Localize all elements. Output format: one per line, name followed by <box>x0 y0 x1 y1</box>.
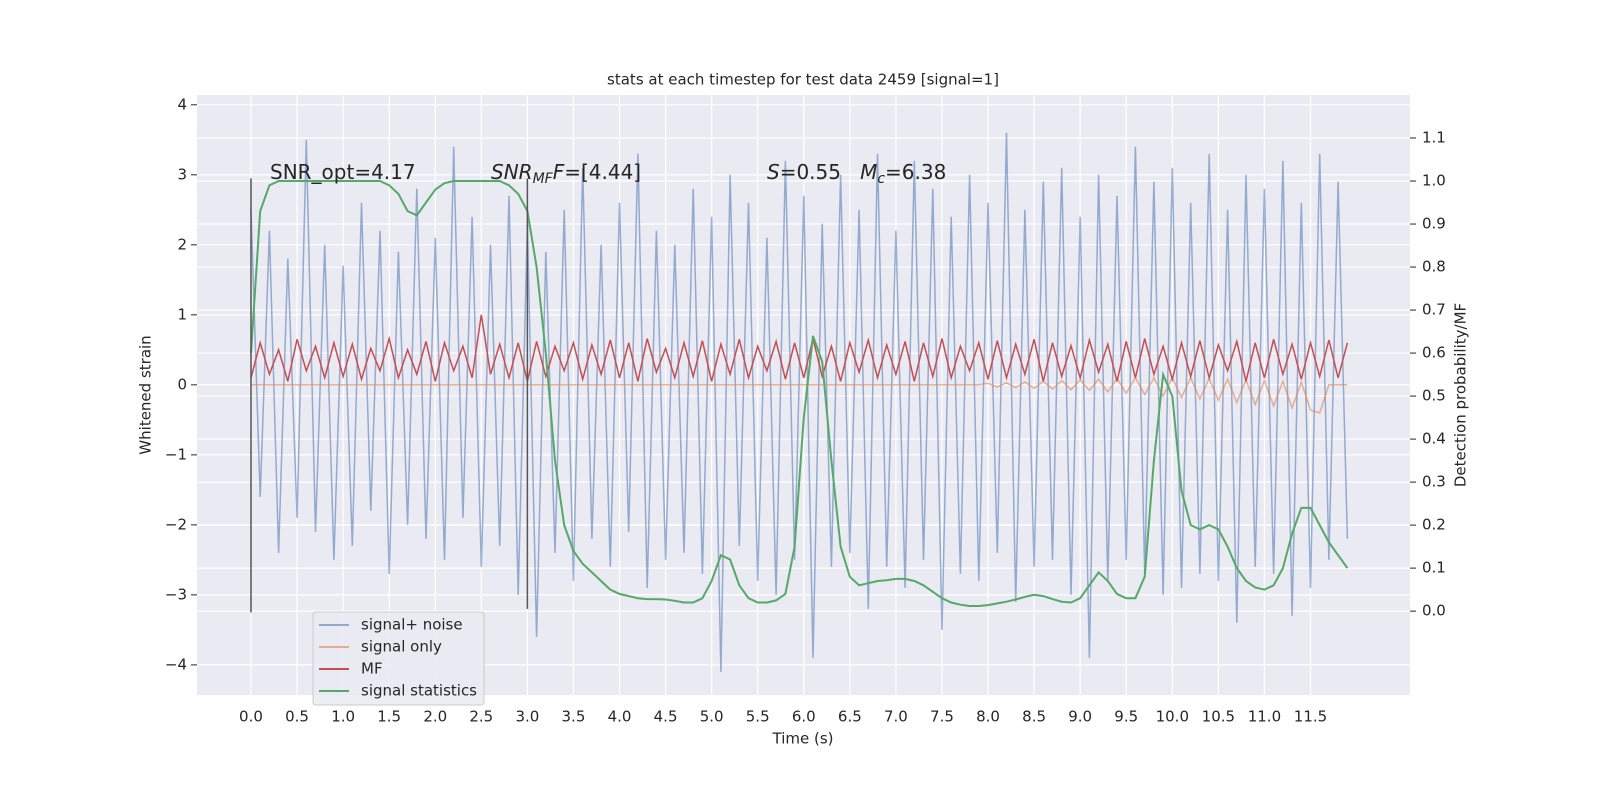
y-tick-label: 0 <box>177 375 187 393</box>
y2-tick-label: 0.9 <box>1422 215 1446 233</box>
y-tick-label: 2 <box>177 235 187 253</box>
legend-label: signal only <box>361 638 442 656</box>
annotation-part: c <box>877 171 885 187</box>
series-line <box>250 132 1349 672</box>
y2-axis-label: Detection probability/MF <box>1452 303 1470 487</box>
y2-tick-label: 0.1 <box>1422 559 1446 577</box>
x-tick-label: 4.0 <box>608 708 632 726</box>
y2-tick-label: 0.0 <box>1422 602 1446 620</box>
y2-tick-label: 0.4 <box>1422 430 1446 448</box>
axes: 0.0 0.5 1.0 1.5 2.0 2.5 3.0 3.5 4.0 4.5 5.0 5.5 6.0 6… <box>165 95 1446 725</box>
x-tick-label: 1.0 <box>331 708 355 726</box>
y2-tick-label: 0.3 <box>1422 473 1446 491</box>
series-line <box>250 314 1349 383</box>
x-tick-label: 8.5 <box>1022 708 1046 726</box>
y-tick-label: −1 <box>165 445 187 463</box>
annotation: S=0.55 Mc=6.38 <box>767 160 946 188</box>
y-tick-label: −2 <box>165 515 187 533</box>
x-tick-label: 1.5 <box>377 708 401 726</box>
legend-label: signal+ noise <box>361 616 463 634</box>
annotation-part: F <box>553 160 565 184</box>
x-tick-label: 4.5 <box>654 708 678 726</box>
annotation: SNRMFF=[4.44] <box>491 160 641 188</box>
annotation-part: MF <box>533 171 554 187</box>
y-tick-label: 4 <box>177 95 187 113</box>
legend: signal+ noise signal only MF signal statist… <box>312 611 485 706</box>
x-tick-label: 11.0 <box>1248 708 1281 726</box>
series-line <box>251 375 1348 414</box>
y2-tick-label: 1.1 <box>1422 129 1446 147</box>
y2-tick-label: 0.8 <box>1422 258 1446 276</box>
x-tick-label: 9.5 <box>1114 708 1138 726</box>
legend-label: signal statistics <box>361 682 477 700</box>
y-tick-label: 3 <box>177 165 187 183</box>
annotation-part: =6.38 <box>885 160 946 184</box>
plot: SNR_opt=4.17 SNRMFF=[4.44] S=0.55 Mc=6.38 <box>250 132 1349 672</box>
annotation-part: SNR <box>491 160 533 184</box>
x-tick-label: 10.0 <box>1156 708 1189 726</box>
y2-tick-label: 0.7 <box>1422 301 1446 319</box>
x-tick-label: 3.0 <box>515 708 539 726</box>
y2-tick-label: 1.0 <box>1422 172 1446 190</box>
x-tick-label: 5.0 <box>700 708 724 726</box>
x-tick-label: 3.5 <box>562 708 586 726</box>
y-tick-label: 1 <box>177 305 187 323</box>
annotation-part: =0.55 <box>780 160 860 184</box>
series-line <box>250 180 1349 607</box>
legend-label: MF <box>361 660 383 678</box>
x-tick-label: 8.0 <box>976 708 1000 726</box>
x-tick-label: 5.5 <box>746 708 770 726</box>
y-tick-label: −4 <box>165 655 187 673</box>
x-axis-label: Time (s) <box>772 730 834 748</box>
annotation-part: SNR_opt=4.17 <box>270 160 416 184</box>
annotation-part: S <box>767 160 780 184</box>
annotation-part: =[4.44] <box>564 160 641 184</box>
y2-tick-label: 0.6 <box>1422 344 1446 362</box>
x-tick-label: 2.5 <box>469 708 493 726</box>
legend-box <box>312 611 485 706</box>
x-tick-label: 6.5 <box>838 708 862 726</box>
x-tick-label: 0.0 <box>239 708 263 726</box>
x-tick-label: 7.5 <box>930 708 954 726</box>
annotation-part: M <box>860 160 877 184</box>
x-tick-label: 2.0 <box>423 708 447 726</box>
y2-tick-label: 0.5 <box>1422 387 1446 405</box>
y-tick-label: −3 <box>165 585 187 603</box>
y2-tick-label: 0.2 <box>1422 516 1446 534</box>
x-tick-label: 11.5 <box>1294 708 1327 726</box>
x-tick-label: 7.0 <box>884 708 908 726</box>
y-axis-label: Whitened strain <box>137 335 155 454</box>
annotation: SNR_opt=4.17 <box>270 160 416 184</box>
x-tick-label: 6.0 <box>792 708 816 726</box>
x-tick-label: 0.5 <box>285 708 309 726</box>
x-tick-label: 9.0 <box>1068 708 1092 726</box>
chart-title: stats at each timestep for test data 245… <box>607 71 999 89</box>
x-tick-label: 10.5 <box>1202 708 1235 726</box>
